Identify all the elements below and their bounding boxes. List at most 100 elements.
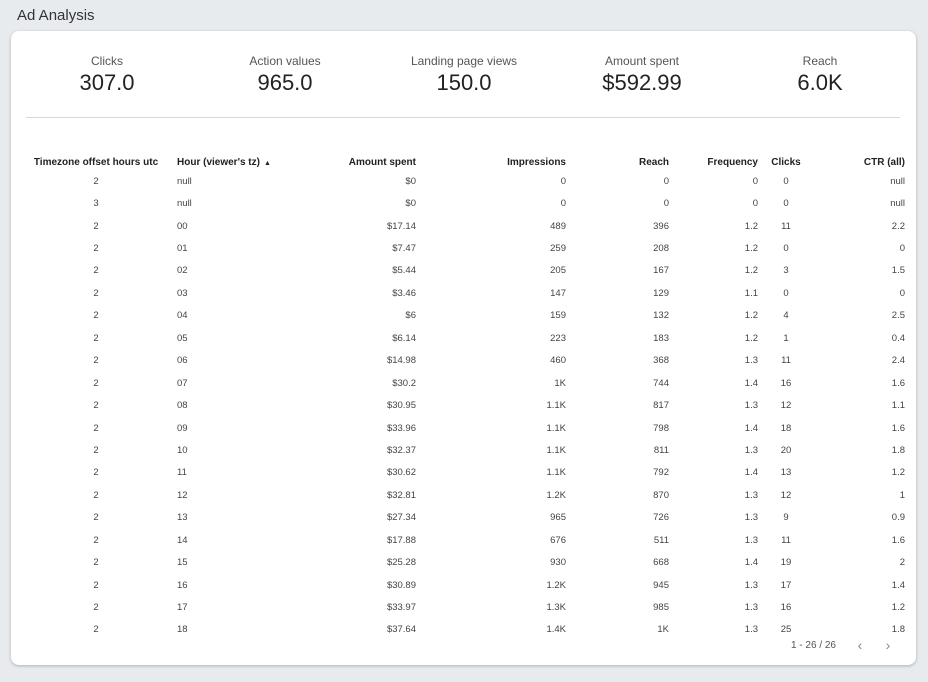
cell-timezone: 2 [93,512,99,524]
cell-impressions: 1.1K [546,444,566,456]
cell-timezone: 2 [93,624,99,636]
cell-timezone: 2 [93,310,99,322]
cell-hour: null [177,175,192,187]
cell-frequency: 1.3 [744,512,758,524]
cell-ctr: 1.4 [891,579,905,591]
cell-clicks: 11 [781,220,791,232]
cell-ctr: 2.5 [891,310,905,322]
cell-timezone: 3 [93,198,99,210]
cell-reach: 129 [653,287,669,299]
kpi-amount-spent: Amount spent $592.99 [562,54,722,96]
cell-amount-spent: $32.37 [386,444,416,456]
cell-ctr: 0.9 [891,512,905,524]
cell-timezone: 2 [93,579,99,591]
table-row: 2 11 $30.62 1.1K 792 1.4 13 1.2 [26,462,905,484]
cell-reach: 985 [653,602,669,614]
cell-timezone: 2 [93,220,99,232]
kpi-clicks: Clicks 307.0 [27,54,187,96]
column-header-impressions[interactable]: Impressions [507,157,566,168]
cell-timezone: 2 [93,534,99,546]
cell-ctr: 1.6 [891,422,905,434]
cell-ctr: 1.2 [891,467,905,479]
cell-frequency: 1.3 [744,624,758,636]
sort-ascending-icon: ▲ [263,160,271,167]
cell-reach: 1K [657,624,669,636]
kpi-value: 6.0K [797,70,843,95]
cell-timezone: 2 [93,265,99,277]
cell-impressions: 205 [550,265,566,277]
cell-hour: 14 [177,534,188,546]
cell-hour: 16 [177,579,188,591]
cell-impressions: 1.2K [546,489,566,501]
cell-clicks: 19 [780,557,792,569]
cell-clicks: 0 [783,243,789,255]
kpi-landing-page-views: Landing page views 150.0 [384,54,544,96]
cell-reach: 817 [653,400,669,412]
table-row: 2 02 $5.44 205 167 1.2 3 1.5 [26,260,905,282]
cell-amount-spent: $5.44 [392,265,416,277]
table-row: 2 null $0 0 0 0 0 null [26,170,905,192]
column-header-frequency[interactable]: Frequency [707,157,758,168]
cell-clicks: 12 [780,489,792,501]
cell-reach: 511 [653,534,669,546]
chevron-right-icon[interactable]: › [885,637,891,653]
chevron-left-icon[interactable]: ‹ [857,637,863,653]
cell-hour: 12 [177,489,188,501]
column-header-reach[interactable]: Reach [638,157,669,168]
cell-hour: 13 [177,512,188,524]
cell-hour: 00 [177,220,188,232]
cell-impressions: 259 [550,243,566,255]
cell-amount-spent: $27.34 [386,512,416,524]
cell-clicks: 18 [780,422,792,434]
cell-ctr: 2.4 [891,355,905,367]
kpi-label: Reach [802,54,838,68]
table-row: 2 04 $6 159 132 1.2 4 2.5 [26,305,905,327]
column-header-amount-spent[interactable]: Amount spent [348,157,416,168]
cell-frequency: 1.4 [744,557,758,569]
table-row: 2 05 $6.14 223 183 1.2 1 0.4 [26,327,905,349]
page-title: Ad Analysis [17,7,95,24]
column-header-clicks[interactable]: Clicks [771,157,801,168]
cell-frequency: 1.2 [744,332,758,344]
cell-amount-spent: $6.14 [392,332,416,344]
cell-ctr: 1.1 [891,400,905,412]
cell-frequency: 1.3 [744,355,758,367]
cell-hour: 07 [177,377,188,389]
cell-amount-spent: $33.97 [386,602,416,614]
cell-timezone: 2 [93,175,99,187]
cell-timezone: 2 [93,377,99,389]
cell-timezone: 2 [93,287,99,299]
cell-impressions: 1K [554,377,566,389]
cell-frequency: 1.1 [744,287,758,299]
cell-reach: 167 [653,265,669,277]
cell-amount-spent: $17.14 [386,220,416,232]
cell-impressions: 1.3K [546,602,566,614]
cell-reach: 870 [653,489,669,501]
cell-clicks: 3 [783,265,789,277]
cell-frequency: 1.3 [744,602,758,614]
cell-ctr: 0.4 [891,332,905,344]
column-header-timezone[interactable]: Timezone offset hours utc [33,157,159,168]
cell-ctr: 2.2 [891,220,905,232]
kpi-value: 965.0 [257,70,313,95]
cell-hour: 01 [177,243,188,255]
cell-clicks: 16 [780,602,792,614]
cell-reach: 811 [653,444,669,456]
column-header-hour[interactable]: Hour (viewer's tz) ▲ [166,146,278,170]
column-header-ctr[interactable]: CTR (all) [863,157,905,168]
cell-clicks: 0 [783,198,789,210]
report-card: Clicks 307.0 Action values 965.0 Landing… [11,31,916,665]
cell-reach: 0 [663,198,669,210]
cell-hour: 05 [177,332,188,344]
cell-frequency: 1.3 [744,400,758,412]
cell-ctr: null [890,198,905,210]
cell-hour: 17 [177,602,188,614]
cell-frequency: 1.4 [744,377,758,389]
kpi-value: $592.99 [602,70,682,95]
cell-ctr: 1.2 [891,602,905,614]
cell-amount-spent: $17.88 [386,534,416,546]
cell-hour: 02 [177,265,188,277]
cell-reach: 798 [653,422,669,434]
table-row: 2 17 $33.97 1.3K 985 1.3 16 1.2 [26,596,905,618]
cell-amount-spent: $0 [405,175,416,187]
